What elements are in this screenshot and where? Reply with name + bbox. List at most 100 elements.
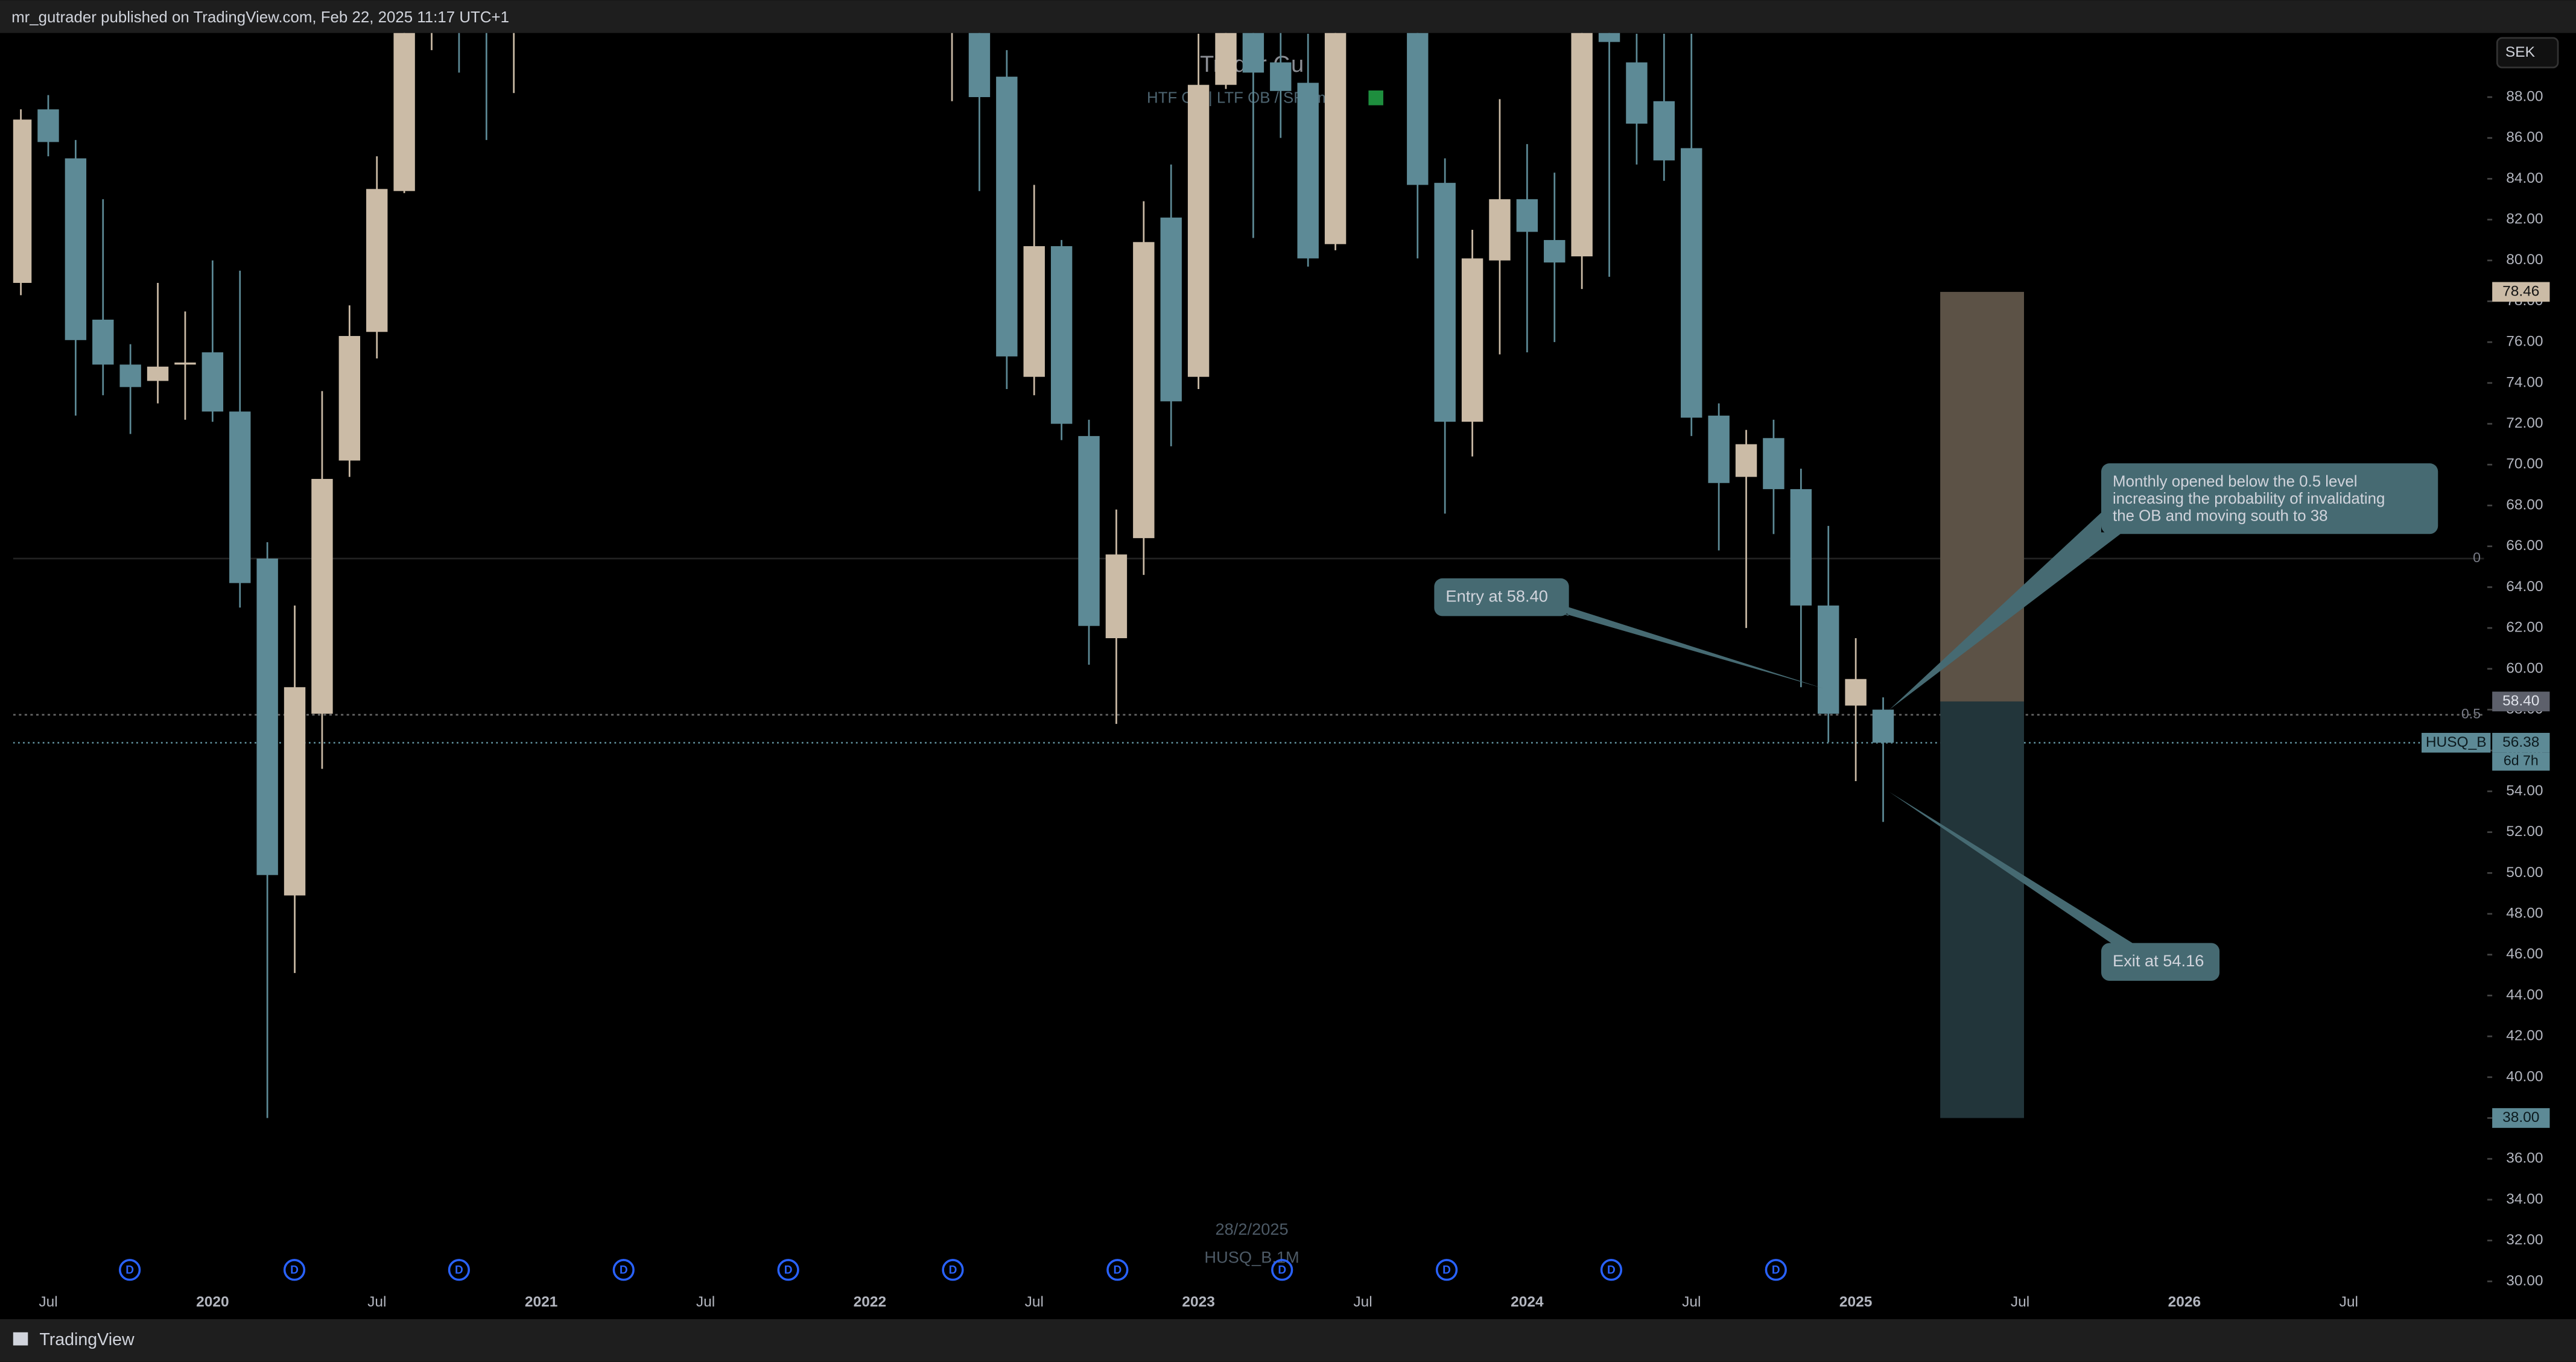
candle-body bbox=[1626, 62, 1648, 124]
dividend-label: D bbox=[949, 1264, 957, 1277]
candle-body bbox=[1187, 84, 1210, 377]
x-tick-label: Jul bbox=[367, 1294, 386, 1310]
note-callout-text: the OB and moving south to 38 bbox=[2113, 508, 2328, 525]
symbol: HUSQ_B bbox=[2426, 734, 2487, 750]
dividend-marker bbox=[777, 1259, 799, 1281]
exit-callout-text: Exit at 54.16 bbox=[2113, 951, 2204, 970]
y-tick-label: 66.00 bbox=[2506, 537, 2543, 554]
y-tick-label: 44.00 bbox=[2506, 987, 2543, 1003]
dividend-label: D bbox=[1442, 1264, 1451, 1277]
candle-body bbox=[968, 33, 991, 97]
dividend-marker bbox=[283, 1259, 306, 1281]
dividend-label: D bbox=[1607, 1264, 1616, 1277]
candle-body bbox=[1790, 489, 1812, 606]
candle-body bbox=[147, 366, 169, 381]
footer-bar bbox=[0, 1319, 2576, 1362]
candle-body bbox=[201, 352, 224, 412]
y-tick-label: 50.00 bbox=[2506, 864, 2543, 881]
y-tick-label: 52.00 bbox=[2506, 823, 2543, 840]
candle-body bbox=[1598, 33, 1620, 42]
candle-body bbox=[13, 119, 32, 283]
last-price-label-box bbox=[2492, 732, 2550, 753]
symbol-box bbox=[2422, 732, 2491, 753]
candle-body bbox=[1242, 33, 1264, 73]
candle-body bbox=[1489, 199, 1511, 261]
x-tick-label: 2025 bbox=[1839, 1294, 1873, 1310]
overlay: 30.00 32.00 34.00 36.00 38.00 40.00 42.00 44.00… bbox=[39, 88, 2550, 1310]
candle-body bbox=[1818, 605, 1839, 714]
dividend-label: D bbox=[290, 1264, 299, 1277]
x-tick-label: Jul bbox=[2011, 1294, 2029, 1310]
dividend-marker bbox=[1765, 1259, 1787, 1281]
y-tick-label: 70.00 bbox=[2506, 456, 2543, 472]
header-bar bbox=[0, 0, 2576, 33]
x-tick-label: Jul bbox=[696, 1294, 715, 1310]
candle-body bbox=[338, 336, 361, 461]
x-tick-label: 2024 bbox=[1511, 1294, 1544, 1310]
candle-body bbox=[1653, 101, 1675, 160]
position-target-zone bbox=[1940, 291, 2024, 702]
candle-body bbox=[1270, 62, 1292, 91]
dividend-marker bbox=[448, 1259, 470, 1281]
plot-area bbox=[13, 33, 2484, 1118]
exit-callout-pointer bbox=[1889, 791, 2133, 953]
dividend-label: D bbox=[784, 1264, 793, 1277]
countdown: 6d 7h bbox=[2504, 753, 2539, 768]
y-tick-label: 32.00 bbox=[2506, 1232, 2543, 1248]
x-tick-label: Jul bbox=[1682, 1294, 1701, 1310]
currency-button[interactable] bbox=[2496, 37, 2559, 69]
target-label-box bbox=[2492, 282, 2550, 302]
candle-body bbox=[229, 411, 251, 583]
entry-callout-text: Entry at 58.40 bbox=[1445, 586, 1547, 605]
candle-body bbox=[65, 158, 87, 340]
candle-body bbox=[92, 319, 114, 365]
x-tick-label: 2026 bbox=[2168, 1294, 2201, 1310]
dividend-marker bbox=[1271, 1259, 1293, 1281]
dividend-marker bbox=[612, 1259, 635, 1281]
y-tick-label: 42.00 bbox=[2506, 1028, 2543, 1044]
candle-body bbox=[284, 687, 306, 896]
y-tick-label: 82.00 bbox=[2506, 211, 2543, 227]
candle-body bbox=[996, 77, 1018, 356]
candle-body bbox=[1763, 438, 1784, 489]
candle-body bbox=[1571, 33, 1593, 257]
brand: TradingView bbox=[39, 1330, 135, 1349]
dividend-label: D bbox=[1772, 1264, 1780, 1277]
candle-body bbox=[1735, 444, 1757, 477]
candle-body bbox=[1133, 242, 1155, 539]
candle-body bbox=[1160, 217, 1182, 402]
candle-body bbox=[1544, 239, 1566, 263]
currency[interactable]: SEK bbox=[2505, 44, 2536, 60]
entry-callout-pointer bbox=[1544, 604, 1824, 689]
y-tick-label: 88.00 bbox=[2506, 88, 2543, 104]
candle-body bbox=[1681, 148, 1702, 418]
x-tick-label: 2023 bbox=[1182, 1294, 1215, 1310]
candle-body bbox=[1297, 83, 1319, 259]
candle-body bbox=[366, 189, 388, 332]
stop-label: 38.00 bbox=[2502, 1109, 2539, 1126]
dividend-marker bbox=[1106, 1259, 1129, 1281]
exit-callout-box bbox=[2101, 943, 2220, 981]
x-tick-label: Jul bbox=[1025, 1294, 1044, 1310]
candle-body bbox=[1078, 436, 1100, 626]
x-tick-label: Jul bbox=[2340, 1294, 2358, 1310]
candle-body bbox=[1516, 199, 1538, 232]
publisher: mr_gutrader published on TradingView.com… bbox=[11, 9, 509, 26]
candle-body bbox=[1324, 33, 1347, 244]
y-tick-label: 48.00 bbox=[2506, 905, 2543, 921]
y-tick-label: 46.00 bbox=[2506, 946, 2543, 962]
dividend-marker bbox=[119, 1259, 141, 1281]
note-callout-pointer bbox=[1889, 512, 2123, 710]
y-tick-label: 40.00 bbox=[2506, 1068, 2543, 1085]
candle-body bbox=[1050, 246, 1073, 424]
x-tick-label: 2021 bbox=[525, 1294, 558, 1310]
dividend-label: D bbox=[125, 1264, 134, 1277]
candle-body bbox=[37, 109, 59, 142]
dividend-marker bbox=[1435, 1259, 1458, 1281]
dividend-label: D bbox=[1113, 1264, 1121, 1277]
candle-body bbox=[1461, 258, 1483, 422]
entry-label: 58.40 bbox=[2502, 692, 2539, 709]
y-tick-label: 74.00 bbox=[2506, 374, 2543, 390]
dividend-label: D bbox=[1278, 1264, 1286, 1277]
